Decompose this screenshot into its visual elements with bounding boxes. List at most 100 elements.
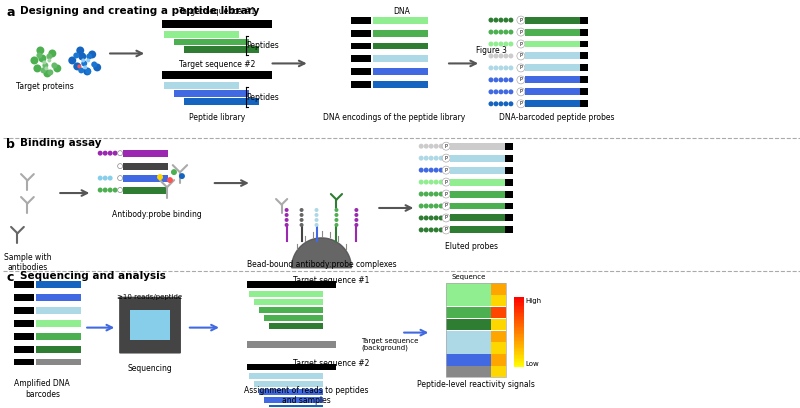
Circle shape xyxy=(498,29,503,35)
Circle shape xyxy=(434,227,438,233)
Bar xyxy=(514,299,524,301)
Bar xyxy=(514,350,524,352)
Circle shape xyxy=(36,53,42,58)
Circle shape xyxy=(429,204,434,208)
Circle shape xyxy=(517,76,525,84)
Circle shape xyxy=(494,78,498,82)
Circle shape xyxy=(489,53,494,58)
Bar xyxy=(264,315,323,321)
Circle shape xyxy=(429,168,434,173)
Circle shape xyxy=(517,28,525,36)
Circle shape xyxy=(442,178,450,186)
Circle shape xyxy=(517,28,525,36)
Circle shape xyxy=(47,58,51,62)
Circle shape xyxy=(43,69,51,78)
Circle shape xyxy=(494,101,498,106)
Circle shape xyxy=(354,208,358,212)
Bar xyxy=(580,29,588,35)
Bar xyxy=(525,89,580,95)
Circle shape xyxy=(509,53,514,58)
Circle shape xyxy=(42,62,48,69)
Circle shape xyxy=(86,53,92,60)
Circle shape xyxy=(94,63,101,71)
Bar xyxy=(525,76,580,83)
Circle shape xyxy=(167,177,173,183)
Bar xyxy=(514,363,524,365)
Circle shape xyxy=(509,65,514,71)
Bar xyxy=(450,179,505,186)
Circle shape xyxy=(102,188,108,193)
Text: P: P xyxy=(445,215,447,220)
Bar xyxy=(123,186,168,193)
Bar xyxy=(450,155,505,162)
Circle shape xyxy=(418,227,424,233)
Bar xyxy=(249,373,323,379)
Circle shape xyxy=(285,213,289,217)
Bar xyxy=(514,335,524,337)
Circle shape xyxy=(424,155,429,161)
Bar xyxy=(580,100,588,107)
Circle shape xyxy=(418,168,424,173)
Circle shape xyxy=(434,204,438,208)
Circle shape xyxy=(442,154,450,162)
Circle shape xyxy=(503,29,509,35)
Bar xyxy=(254,299,323,305)
Circle shape xyxy=(509,78,514,82)
Bar xyxy=(14,359,34,366)
Bar xyxy=(491,319,506,330)
Bar xyxy=(514,352,524,353)
Circle shape xyxy=(429,227,434,233)
Circle shape xyxy=(118,188,122,193)
Bar xyxy=(514,355,524,356)
Circle shape xyxy=(354,213,358,217)
Bar xyxy=(514,307,524,309)
Text: P: P xyxy=(445,191,447,197)
Circle shape xyxy=(88,51,96,58)
Bar xyxy=(580,17,588,24)
Bar xyxy=(374,42,428,49)
Bar xyxy=(514,317,524,319)
Bar xyxy=(164,82,238,89)
Circle shape xyxy=(494,18,498,22)
Circle shape xyxy=(429,144,434,149)
Circle shape xyxy=(83,67,91,75)
Bar xyxy=(580,53,588,60)
Circle shape xyxy=(489,29,494,35)
Circle shape xyxy=(299,218,303,222)
Circle shape xyxy=(46,53,52,60)
Circle shape xyxy=(334,213,338,217)
Circle shape xyxy=(517,100,525,108)
Circle shape xyxy=(299,208,303,212)
Text: High: High xyxy=(526,298,542,304)
Circle shape xyxy=(74,53,79,58)
Circle shape xyxy=(82,60,87,67)
Circle shape xyxy=(517,40,525,48)
Circle shape xyxy=(434,215,438,220)
Bar xyxy=(446,319,491,330)
Circle shape xyxy=(517,88,525,96)
Circle shape xyxy=(438,227,444,233)
Bar xyxy=(514,360,524,362)
Bar xyxy=(514,343,524,345)
Circle shape xyxy=(517,40,525,48)
Bar xyxy=(580,76,588,83)
Bar xyxy=(162,20,272,28)
Bar xyxy=(446,354,491,366)
Circle shape xyxy=(68,56,76,64)
Bar xyxy=(254,381,323,388)
Bar xyxy=(514,359,524,361)
Bar xyxy=(505,191,513,197)
Circle shape xyxy=(517,76,525,84)
Circle shape xyxy=(354,218,358,222)
Circle shape xyxy=(76,47,84,55)
Circle shape xyxy=(434,191,438,197)
Circle shape xyxy=(74,62,82,71)
Circle shape xyxy=(498,89,503,94)
Circle shape xyxy=(36,47,44,55)
Bar xyxy=(36,359,82,366)
Text: Sequencing and analysis: Sequencing and analysis xyxy=(21,271,166,281)
Text: P: P xyxy=(519,42,522,47)
Text: Antibody:probe binding: Antibody:probe binding xyxy=(112,210,202,219)
Circle shape xyxy=(314,218,318,222)
Bar xyxy=(491,366,506,377)
